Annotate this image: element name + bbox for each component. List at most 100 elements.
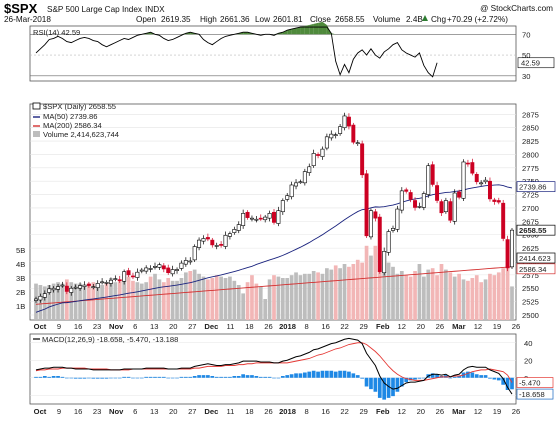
macd-histogram-bar — [347, 371, 351, 378]
macd-panel: MACD(12,26,9) -18.658, -5.470, -13.188 -… — [29, 333, 554, 405]
volume-bar — [474, 275, 479, 320]
macd-histogram-bar — [148, 376, 153, 378]
macd-histogram-bar — [474, 374, 479, 378]
macd-histogram-bar — [95, 377, 100, 379]
x-tick-label: 6 — [133, 407, 137, 416]
candle-down — [351, 124, 356, 143]
candle-down — [404, 189, 409, 192]
x-tick-label: 26 — [264, 407, 272, 416]
macd-histogram-bar — [338, 370, 342, 378]
candle-down — [346, 116, 351, 127]
rsi-legend: RSI(14) 42.59 — [33, 28, 80, 37]
candle-up — [355, 142, 360, 145]
x-tick-label: 26 — [264, 322, 272, 331]
candle-up — [391, 228, 395, 231]
volume-bar — [192, 269, 197, 320]
candle-down — [210, 239, 215, 246]
macd-histogram-bar — [100, 377, 104, 379]
candle-up — [368, 210, 373, 238]
x-tick-label: 19 — [493, 322, 501, 331]
macd-tag-label: -5.470 — [519, 379, 541, 388]
x-tick-label: 16 — [74, 407, 82, 416]
candle-up — [38, 295, 43, 301]
macd-histogram-bar — [135, 377, 140, 379]
price-tick-label: 2675 — [522, 217, 539, 226]
candle-up — [227, 233, 232, 237]
volume-bar — [395, 273, 400, 320]
volume-bar — [179, 278, 184, 320]
volume-bar — [457, 273, 461, 320]
volume-bar — [452, 276, 457, 320]
candle-up — [426, 165, 431, 195]
x-tick-label: 26 — [436, 322, 444, 331]
macd-histogram-bar — [51, 376, 56, 378]
macd-histogram-bar — [206, 375, 210, 378]
macd-histogram-bar — [126, 376, 131, 378]
macd-histogram-bar — [479, 375, 483, 378]
macd-histogram-bar — [289, 374, 294, 378]
price-tag-box — [516, 181, 556, 193]
macd-histogram-bar — [263, 376, 268, 378]
macd-histogram-bar — [254, 376, 259, 378]
macd-histogram-bar — [272, 377, 276, 379]
macd-histogram-bar — [78, 377, 82, 379]
volume-bar — [364, 245, 369, 320]
candle-down — [364, 173, 369, 237]
volume-bar — [272, 275, 276, 320]
macd-histogram-bar — [144, 376, 149, 378]
volume-bar — [360, 262, 364, 320]
volume-bar — [422, 276, 426, 320]
rsi-tick-label: 70 — [522, 30, 530, 39]
macd-histogram-bar — [241, 374, 245, 378]
volume-bar — [391, 266, 395, 320]
rsi-overbought-fill — [282, 30, 288, 35]
candle-up — [69, 287, 74, 293]
price-tick-label: 2875 — [522, 110, 539, 119]
x-tick-label: Nov — [109, 322, 124, 331]
volume-axis-label: 4B — [16, 260, 25, 269]
low-label: Low — [255, 15, 270, 24]
price-tick-label: 2700 — [522, 204, 539, 213]
macd-histogram-bar — [510, 377, 514, 390]
candle-down — [219, 244, 224, 246]
volume-bar — [444, 269, 448, 320]
macd-histogram-bar — [104, 377, 109, 379]
open-value: 2619.35 — [161, 15, 191, 24]
volume-bar — [126, 276, 131, 320]
candle-up — [113, 278, 118, 280]
volume-bar — [373, 245, 378, 320]
volume-axis-label: 3B — [16, 274, 25, 283]
x-tick-label: 12 — [398, 322, 406, 331]
volume-bar — [280, 278, 285, 320]
candle-down — [439, 201, 444, 214]
macd-histogram-bar — [457, 376, 461, 378]
candle-up — [139, 269, 144, 272]
x-tick-label: Feb — [376, 407, 390, 416]
macd-histogram-bar — [38, 376, 43, 378]
macd-histogram-bar — [258, 376, 263, 378]
rsi-tick-label: 50 — [522, 51, 530, 60]
volume-bar — [325, 268, 329, 320]
rsi-line — [35, 26, 438, 78]
x-tick-label: 26 — [512, 407, 520, 416]
macd-histogram-bar — [435, 374, 439, 378]
x-tick-label: 11 — [226, 322, 234, 331]
rsi-overbought-fill — [300, 26, 305, 35]
volume-bar — [404, 275, 409, 320]
macd-histogram-bar — [245, 375, 250, 378]
macd-histogram-bar — [316, 371, 320, 378]
volume-bar — [488, 273, 492, 320]
x-tick-label: 20 — [417, 407, 425, 416]
price-tick-label: 2500 — [522, 311, 539, 320]
volume-bar — [496, 272, 501, 320]
candle-up — [510, 229, 514, 268]
x-tick-label: 13 — [150, 407, 158, 416]
volume-bar — [311, 271, 316, 320]
candle-up — [135, 271, 140, 278]
rsi-overbought-fill — [287, 29, 292, 35]
candle-up — [483, 179, 488, 183]
macd-histogram-bar — [399, 377, 404, 387]
x-tick-label: 16 — [74, 322, 82, 331]
price-tick-label: 2775 — [522, 164, 539, 173]
